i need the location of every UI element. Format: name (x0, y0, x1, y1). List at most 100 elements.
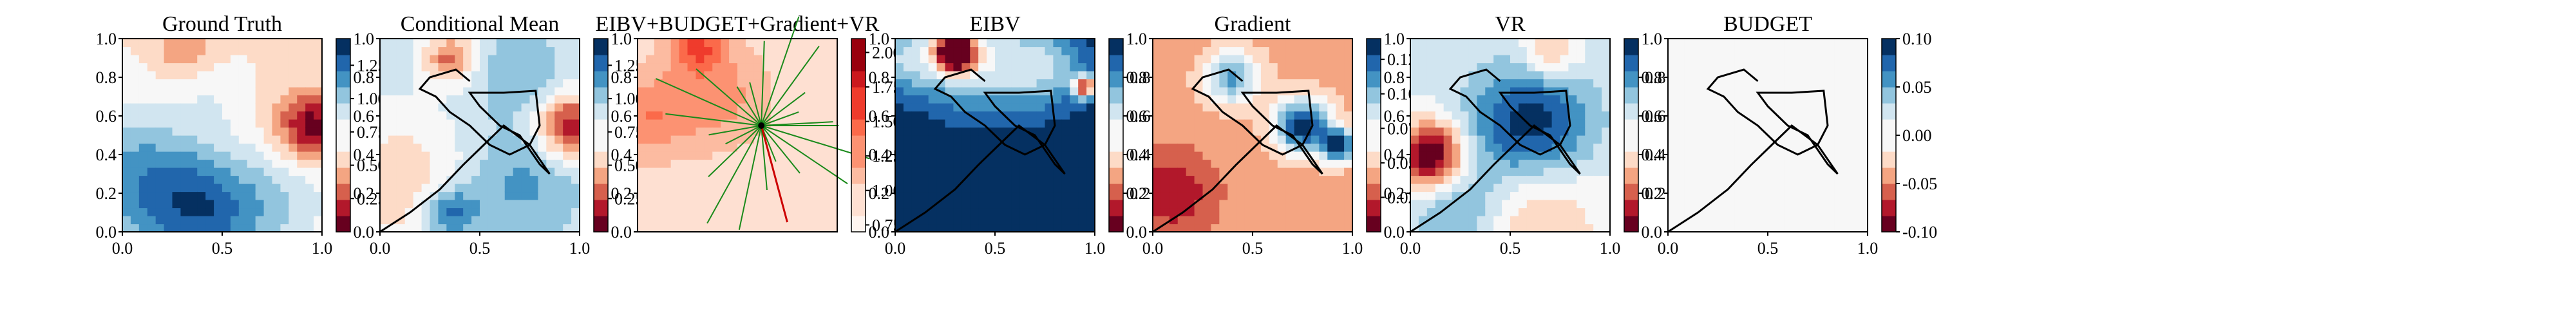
heatmap-cell (1518, 200, 1528, 209)
heatmap-cell (380, 200, 389, 209)
heatmap-cell (1726, 191, 1735, 200)
tree-branch (738, 125, 762, 230)
heatmap-cell (1269, 103, 1278, 112)
heatmap-cell (995, 55, 1004, 64)
heatmap-cell (1169, 143, 1179, 152)
heatmap-cell (1751, 135, 1760, 144)
heatmap-cell (488, 87, 497, 96)
heatmap-cell (1294, 62, 1303, 71)
heatmap-cell (380, 46, 389, 55)
heatmap-cell (1253, 62, 1262, 71)
heatmap-cell (670, 191, 680, 200)
heatmap-cell (1285, 55, 1295, 64)
heatmap-cell (1011, 167, 1021, 176)
heatmap-cell (670, 175, 680, 184)
heatmap-cell (1593, 103, 1602, 112)
heatmap-cell (1219, 87, 1228, 96)
heatmap-cell (1028, 159, 1037, 168)
heatmap-cell (1776, 159, 1785, 168)
heatmap-cell (1518, 175, 1528, 184)
sampling-path (1410, 68, 1581, 233)
heatmap-cell (1202, 184, 1212, 193)
heatmap-cell (197, 95, 206, 104)
heatmap-cell (745, 207, 755, 216)
heatmap-cell (1676, 103, 1685, 112)
heatmap-cell (297, 135, 306, 144)
heatmap-cell (1177, 71, 1187, 80)
heatmap-cell (147, 159, 156, 168)
heatmap-cell (205, 95, 214, 104)
heatmap-cell (1003, 46, 1012, 55)
heatmap-cell (920, 135, 929, 144)
heatmap-cell (1551, 39, 1561, 48)
colorbar-segment (1109, 135, 1123, 152)
heatmap-cell (1851, 62, 1860, 71)
heatmap-cell (721, 95, 730, 104)
heatmap-cell (1734, 87, 1743, 96)
heatmap-cell (247, 62, 256, 71)
heatmap-cell (1028, 119, 1037, 128)
heatmap-cell (1692, 111, 1702, 120)
heatmap-cell (255, 87, 265, 96)
heatmap-cell (1602, 127, 1611, 136)
heatmap-cell (513, 216, 522, 225)
heatmap-cell (496, 79, 506, 88)
heatmap-cell (638, 55, 647, 64)
heatmap-cell (413, 216, 422, 225)
heatmap-cell (1253, 200, 1262, 209)
heatmap-cell (812, 55, 821, 64)
heatmap-cell (1842, 207, 1852, 216)
heatmap-cell (1410, 62, 1419, 71)
heatmap-cell (1493, 207, 1502, 216)
heatmap-cell (147, 127, 156, 136)
heatmap-cell (1759, 119, 1768, 128)
heatmap-cell (645, 87, 655, 96)
heatmap-cell (1684, 55, 1694, 64)
heatmap-cell (289, 175, 298, 184)
heatmap-cell (396, 175, 406, 184)
heatmap-cell (1011, 151, 1021, 160)
heatmap-cell (1452, 127, 1461, 136)
heatmap-cell (238, 71, 248, 80)
heatmap-cell (687, 159, 697, 168)
heatmap-cell (1801, 62, 1810, 71)
heatmap-cell (138, 167, 148, 176)
heatmap-cell (272, 216, 281, 225)
heatmap-cell (953, 135, 962, 144)
heatmap-cell (762, 71, 772, 80)
heatmap-cell (687, 103, 697, 112)
heatmap-cell (1219, 79, 1228, 88)
heatmap-cell (272, 184, 281, 193)
heatmap-cell (1842, 135, 1852, 144)
heatmap-cell (263, 175, 273, 184)
heatmap-cell (164, 127, 173, 136)
heatmap-cell (928, 167, 938, 176)
heatmap-cell (504, 175, 514, 184)
heatmap-cell (172, 167, 182, 176)
heatmap-cell (1302, 175, 1312, 184)
colorbar-segment (851, 151, 866, 168)
heatmap-cell (1302, 159, 1312, 168)
heatmap-cell (1510, 119, 1519, 128)
heatmap-cell (297, 216, 306, 225)
heatmap-cell (928, 175, 938, 184)
heatmap-cell (804, 200, 813, 209)
heatmap-cell (696, 127, 705, 136)
heatmap-cell (1676, 167, 1685, 176)
heatmap-cell (721, 62, 730, 71)
heatmap-cell (1426, 184, 1436, 193)
heatmap-cell (1518, 39, 1528, 48)
heatmap-cell (438, 39, 447, 48)
heatmap-cell (172, 39, 182, 48)
heatmap-cell (1809, 95, 1819, 104)
heatmap-cell (529, 200, 539, 209)
heatmap-cell (1851, 119, 1860, 128)
heatmap-cell (138, 151, 148, 160)
heatmap-cell (779, 46, 788, 55)
heatmap-cell (488, 207, 497, 216)
heatmap-cell (1692, 135, 1702, 144)
heatmap-cell (995, 87, 1004, 96)
y-tick-label: 0.2 (869, 184, 890, 203)
heatmap-cell (205, 103, 214, 112)
heatmap-cell (1285, 39, 1295, 48)
